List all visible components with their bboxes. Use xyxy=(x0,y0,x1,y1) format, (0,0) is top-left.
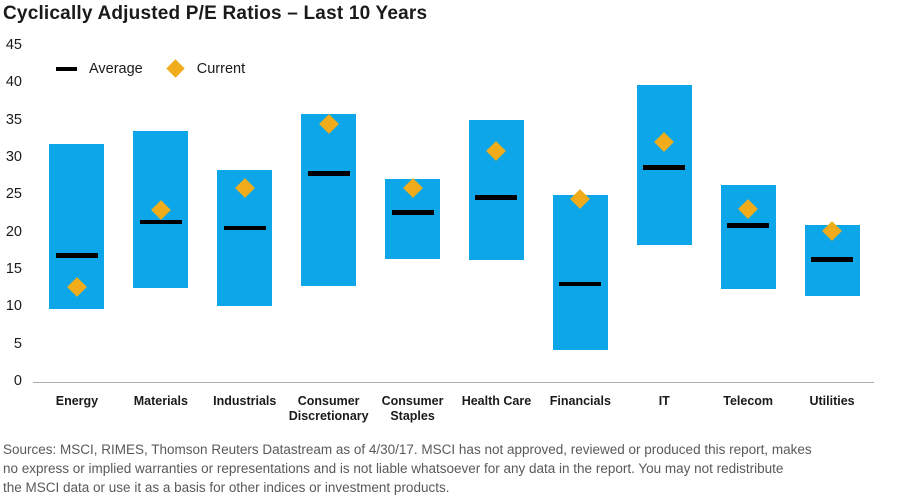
range-bar xyxy=(301,113,357,287)
average-marker xyxy=(559,281,602,287)
x-axis-line xyxy=(33,382,874,383)
x-category-label: Telecom xyxy=(723,394,774,408)
average-dash-icon xyxy=(56,66,77,71)
source-line: the MSCI data or use it as a basis for o… xyxy=(3,480,450,495)
y-tick-label: 45 xyxy=(5,37,22,53)
y-tick-label: 0 xyxy=(13,373,22,389)
source-line: no express or implied warranties or repr… xyxy=(3,461,784,476)
y-tick-label: 20 xyxy=(5,223,22,240)
y-tick-label: 15 xyxy=(5,261,22,277)
range-bar xyxy=(552,195,608,350)
average-marker xyxy=(55,253,98,258)
x-category-label: Industrials xyxy=(213,394,277,408)
average-marker xyxy=(643,165,686,170)
average-marker xyxy=(811,257,854,262)
x-category-label: Utilities xyxy=(809,394,855,408)
current-diamond-icon xyxy=(166,59,185,78)
y-tick-label: 30 xyxy=(5,149,22,165)
source-line: Sources: MSCI, RIMES, Thomson Reuters Da… xyxy=(3,442,812,457)
chart-legend: Average Current xyxy=(56,58,245,79)
average-marker xyxy=(391,210,434,215)
x-category-label: Energy xyxy=(55,394,99,408)
average-marker xyxy=(139,219,182,225)
y-tick-label: 5 xyxy=(13,335,22,352)
average-marker xyxy=(307,171,350,176)
y-tick-label: 10 xyxy=(5,298,22,315)
legend-average-label: Average xyxy=(89,60,143,77)
average-marker xyxy=(475,195,518,200)
average-marker xyxy=(223,225,266,231)
x-category-label: Consumer Discretionary xyxy=(288,394,369,423)
chart-title: Cyclically Adjusted P/E Ratios – Last 10… xyxy=(3,3,428,24)
x-category-label: Financials xyxy=(549,394,611,408)
y-tick-label: 35 xyxy=(5,111,22,128)
x-category-label: IT xyxy=(658,394,670,408)
average-marker xyxy=(727,223,770,228)
y-tick-label: 40 xyxy=(5,74,22,91)
legend-current-label: Current xyxy=(196,60,246,77)
y-tick-label: 25 xyxy=(5,186,22,203)
x-category-label: Consumer Staples xyxy=(381,394,444,423)
x-category-label: Health Care xyxy=(461,394,532,408)
x-category-label: Materials xyxy=(133,394,188,408)
source-disclaimer: Sources: MSCI, RIMES, Thomson Reuters Da… xyxy=(3,440,913,497)
